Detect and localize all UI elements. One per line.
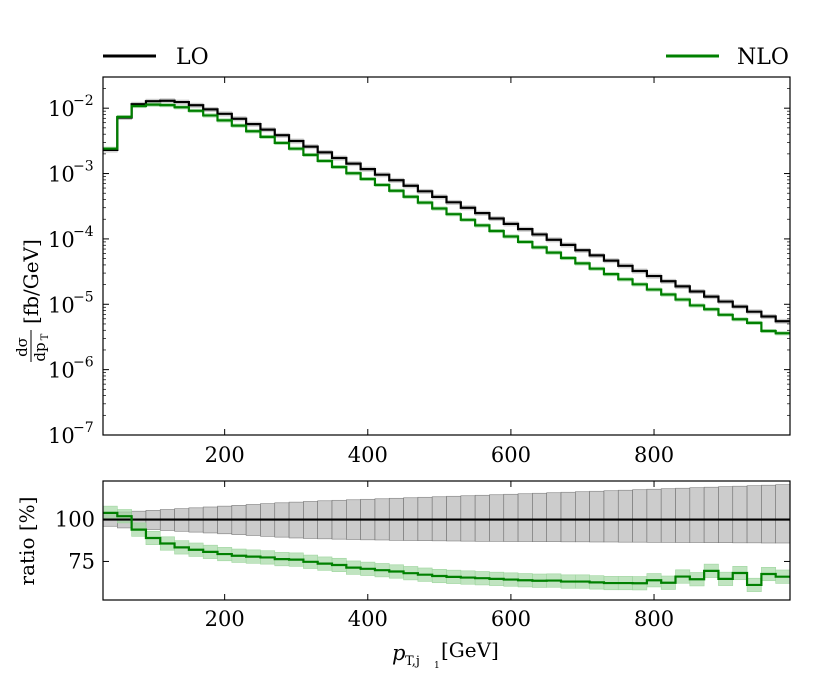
- main-series-nlo: [103, 103, 790, 335]
- main-axes-frame: [102, 76, 791, 436]
- main-y-tick: 10−7: [48, 420, 790, 448]
- main-lines: [103, 99, 790, 335]
- main-y-ticks: 10−710−610−510−410−310−2: [48, 76, 790, 448]
- ratio-band-lo-bin: [589, 490, 605, 543]
- ratio-series-nlo: [103, 511, 790, 587]
- ratio-band-lo-bin: [489, 494, 505, 542]
- ratio-lines: [103, 511, 790, 587]
- ratio-band-lo-bin: [775, 484, 790, 544]
- ylabel-unit: [fb/GeV]: [19, 239, 43, 324]
- ratio-band-lo-bin: [718, 486, 734, 543]
- ratio-axes-frame: [102, 480, 791, 601]
- ylabel-num: dσ: [13, 337, 31, 357]
- main-panel: 10−710−610−510−410−310−2 200 400 600 800 dσ…: [13, 76, 791, 467]
- main-y-tick: 10−3: [48, 159, 790, 187]
- ratio-band-lo-bin: [503, 493, 519, 542]
- ratio-band-lo-bin: [474, 494, 490, 542]
- ratio-x-tick-label: 800: [634, 607, 674, 631]
- ylabel-den: dp: [31, 342, 49, 361]
- legend: LO NLO: [103, 45, 789, 70]
- legend-label-lo: LO: [176, 45, 209, 70]
- ratio-x-tick-label: 400: [348, 607, 388, 631]
- main-y-tick: 10−6: [48, 355, 790, 383]
- ratio-band-lo-bin: [575, 491, 590, 543]
- ratio-band-lo-bin: [546, 492, 562, 542]
- ratio-x-label: p T,j 1 [GeV]: [392, 638, 499, 671]
- main-y-tick-label: 10: [48, 97, 75, 121]
- main-series-lo: [103, 99, 790, 323]
- main-y-tick: 10−2: [48, 93, 790, 121]
- ratio-band-lo-bin: [703, 486, 719, 543]
- main-x-tick-label: 600: [491, 443, 531, 467]
- xlabel-unit: [GeV]: [441, 638, 499, 662]
- ylabel-den-sub: T: [40, 333, 51, 340]
- ratio-x-tick-label: 200: [205, 607, 245, 631]
- ratio-band-lo-bin: [761, 484, 776, 544]
- main-y-tick-label: 10: [48, 293, 75, 317]
- main-x-tick-label: 400: [348, 443, 388, 467]
- main-y-tick: 10−5: [48, 289, 790, 317]
- main-x-tick-label: 800: [634, 443, 674, 467]
- ratio-y-ticks: 75 100: [55, 508, 790, 573]
- xlabel-main: p: [392, 641, 405, 665]
- ratio-band-lo-bin: [732, 485, 748, 544]
- ratio-band-lo-bin: [689, 487, 705, 543]
- main-x-tick-label: 200: [205, 443, 245, 467]
- ratio-band-lo-bin: [517, 493, 533, 542]
- main-y-tick-exponent: −7: [73, 420, 94, 436]
- main-y-tick: 10−4: [48, 224, 790, 252]
- ratio-band-lo-bin: [617, 489, 633, 543]
- xlabel-subsub: 1: [434, 661, 440, 671]
- ratio-y-tick-label: 100: [55, 508, 95, 532]
- ratio-band-lo-bin: [532, 492, 547, 542]
- legend-label-nlo: NLO: [737, 45, 789, 70]
- main-x-ticks: 200 400 600 800: [205, 77, 674, 467]
- ratio-band-lo-bin: [675, 487, 691, 543]
- main-y-tick-exponent: −5: [73, 289, 94, 305]
- main-y-tick-label: 10: [48, 228, 75, 252]
- ratio-panel: 75 100 200 400 600 800 ratio [%] p T,j 1 [Ge…: [15, 480, 791, 671]
- main-y-label: dσ dp T [fb/GeV]: [13, 239, 51, 362]
- xlabel-sub: T,j: [405, 654, 420, 669]
- ratio-y-label: ratio [%]: [15, 497, 39, 586]
- ratio-band-lo-bin: [646, 488, 662, 543]
- ratio-band-lo-bin: [746, 485, 762, 544]
- main-y-tick-exponent: −3: [73, 159, 94, 175]
- ratio-band-lo-bin: [560, 491, 576, 543]
- main-y-tick-label: 10: [48, 359, 75, 383]
- ratio-y-tick-label: 75: [68, 549, 95, 573]
- main-y-tick-label: 10: [48, 163, 75, 187]
- main-y-tick-label: 10: [48, 424, 75, 448]
- main-y-tick-exponent: −4: [73, 224, 94, 240]
- ratio-x-ticks: 200 400 600 800: [205, 481, 674, 631]
- ratio-band-lo-bin: [660, 488, 676, 543]
- main-y-tick-exponent: −2: [73, 93, 94, 109]
- ratio-x-tick-label: 600: [491, 607, 531, 631]
- ratio-band-lo-bin: [603, 490, 619, 543]
- main-y-tick-exponent: −6: [73, 355, 94, 371]
- ratio-band-lo-bin: [632, 489, 648, 543]
